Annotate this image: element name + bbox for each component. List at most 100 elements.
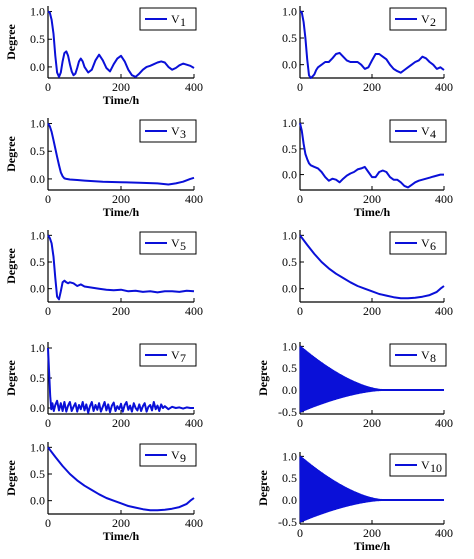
x-axis-label: Time/h [103,529,140,543]
x-axis-label: Time/h [354,205,391,219]
x-tick-label: 0 [45,516,51,530]
y-tick-label: 0.5 [30,467,45,481]
legend-subscript: 3 [180,127,186,141]
y-tick-label: 0.5 [282,361,297,375]
legend-box [389,7,447,31]
legend-label: V [421,12,430,26]
chart-panel-v4: 0 200 400 0.0 0.5 1.0 Time/h V 4 [282,116,453,219]
y-tick-label: 0.5 [282,142,297,156]
legend-subscript: 2 [430,15,436,29]
x-tick-label: 0 [297,526,303,540]
x-tick-label: 400 [185,416,203,430]
legend-subscript: 10 [430,461,442,475]
y-axis-label: Degree [4,23,18,59]
y-tick-label: 1.0 [282,449,297,463]
chart-panel-v9: 0 200 400 0.0 0.5 1.0 Degree Time/h V 9 [4,440,203,543]
legend-label: V [171,348,180,362]
series-line [299,234,445,300]
series-line [47,347,194,414]
legend-subscript: 7 [180,351,186,365]
y-tick-label: 0.5 [282,471,297,485]
x-tick-label: 200 [363,304,381,318]
x-axis-label: Time/h [354,539,391,553]
y-tick-label: 0.0 [30,494,45,508]
legend-box [389,343,447,367]
chart-panel-v2: 0 200 400 0.0 0.5 1.0 V 2 [282,4,453,94]
series-line [299,10,445,79]
legend-label: V [421,236,430,250]
y-tick-label: 1.0 [30,440,45,454]
series-line [47,446,195,512]
x-tick-label: 0 [297,192,303,206]
y-tick-label: 0.0 [30,60,45,74]
legend-label: V [421,348,430,362]
y-tick-label: 1.0 [30,5,45,19]
y-tick-label: 1.0 [282,116,297,130]
legend-label: V [421,124,430,138]
y-tick-label: 1.0 [282,4,297,18]
legend-box [139,443,197,467]
chart-panel-v10: 0 200 400 -0.5 0.0 0.5 1.0 Degree Time/h V 10 [256,449,453,553]
legend-subscript: 6 [430,239,436,253]
x-tick-label: 0 [45,192,51,206]
x-tick-label: 400 [185,304,203,318]
y-tick-label: 0.0 [30,172,45,186]
legend-box [139,343,197,367]
y-tick-label: -0.5 [278,515,297,529]
legend-label: V [171,448,180,462]
y-tick-label: 0.5 [282,255,297,269]
legend-box [389,231,447,255]
legend-label: V [171,236,180,250]
legend: V 10 [389,453,447,477]
legend-subscript: 5 [180,239,186,253]
series-line [299,345,445,413]
y-tick-label: 0.0 [30,282,45,296]
x-tick-label: 200 [112,80,130,94]
x-tick-label: 0 [297,416,303,430]
x-tick-label: 0 [297,80,303,94]
legend-box [139,7,197,31]
series-line [47,122,195,186]
y-tick-label: 0.0 [282,493,297,507]
y-tick-label: 0.0 [282,58,297,72]
y-tick-label: -0.5 [278,405,297,419]
x-tick-label: 200 [112,416,130,430]
y-tick-label: 0.5 [282,31,297,45]
series-line [47,234,195,301]
chart-panel-v1: 0 200 400 0.0 0.5 1.0 Degree Time/h V 1 [4,5,203,107]
legend-box [389,119,447,143]
x-tick-label: 400 [185,192,203,206]
chart-panel-v7: 0 200 400 0.0 0.5 1.0 Degree V 7 [4,341,203,430]
x-tick-label: 400 [435,192,453,206]
x-tick-label: 0 [297,304,303,318]
x-tick-label: 200 [112,516,130,530]
y-axis-label: Degree [256,469,270,505]
y-tick-label: 0.0 [282,383,297,397]
x-tick-label: 400 [185,516,203,530]
x-tick-label: 400 [185,80,203,94]
y-axis-label: Degree [4,459,18,495]
x-axis-label: Time/h [103,205,140,219]
legend-label: V [421,458,430,472]
y-tick-label: 0.5 [30,371,45,385]
y-axis-label: Degree [256,359,270,395]
x-tick-label: 400 [435,416,453,430]
y-tick-label: 0.5 [30,144,45,158]
legend-subscript: 4 [430,127,436,141]
x-tick-label: 400 [435,304,453,318]
x-tick-label: 0 [45,80,51,94]
chart-panel-v3: 0 200 400 0.0 0.5 1.0 Degree Time/h V 3 [4,117,203,219]
chart-panel-v6: 0 200 400 0.0 0.5 1.0 V 6 [282,228,453,318]
series-line [299,455,445,523]
y-tick-label: 1.0 [282,228,297,242]
y-tick-label: 0.0 [282,282,297,296]
